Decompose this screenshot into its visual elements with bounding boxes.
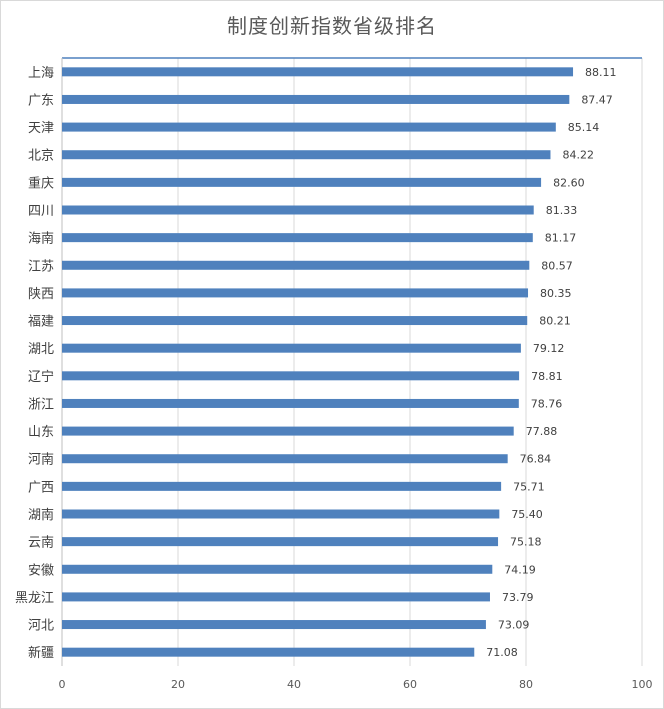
category-label: 上海 — [28, 66, 54, 81]
chart-title: 制度创新指数省级排名 — [227, 14, 437, 38]
bar — [62, 150, 551, 160]
category-label: 福建 — [28, 315, 54, 330]
bar — [62, 122, 556, 132]
value-label: 78.81 — [531, 370, 563, 383]
category-label: 辽宁 — [28, 369, 54, 385]
value-label: 73.09 — [498, 619, 530, 632]
category-label: 湖北 — [28, 342, 54, 357]
category-label: 重庆 — [28, 175, 54, 191]
value-label: 75.71 — [513, 480, 545, 493]
bar — [62, 537, 499, 547]
bar — [62, 592, 490, 602]
category-label: 四川 — [28, 204, 54, 219]
category-label: 北京 — [28, 149, 54, 164]
bar — [62, 177, 542, 187]
value-label: 80.21 — [539, 315, 571, 328]
category-label: 安徽 — [28, 563, 54, 578]
category-label: 广西 — [28, 480, 54, 495]
value-label: 77.88 — [526, 425, 558, 438]
x-tick-label: 100 — [632, 678, 653, 691]
bar — [62, 426, 514, 436]
value-label: 71.08 — [486, 646, 518, 659]
bar — [62, 564, 493, 574]
x-tick-label: 80 — [519, 678, 533, 691]
category-label: 广东 — [28, 93, 54, 108]
bar — [62, 67, 574, 77]
x-tick-label: 0 — [59, 678, 66, 691]
bar — [62, 260, 530, 270]
bar — [62, 233, 533, 243]
bar — [62, 509, 500, 519]
category-label: 河南 — [28, 452, 54, 468]
value-label: 80.57 — [541, 259, 573, 272]
category-label: 湖南 — [28, 507, 54, 523]
bar — [62, 454, 508, 464]
value-label: 79.12 — [533, 342, 565, 355]
category-label: 陕西 — [28, 287, 54, 302]
bar — [62, 94, 570, 104]
value-label: 81.33 — [546, 204, 578, 217]
value-label: 76.84 — [520, 453, 552, 466]
value-label: 81.17 — [545, 232, 577, 245]
category-label: 黑龙江 — [15, 591, 54, 606]
bar — [62, 647, 475, 657]
value-label: 82.60 — [553, 176, 585, 189]
bar — [62, 343, 521, 353]
x-tick-label: 60 — [403, 678, 417, 691]
category-label: 浙江 — [28, 397, 54, 412]
value-label: 85.14 — [568, 121, 600, 134]
bar — [62, 398, 519, 408]
category-label: 河北 — [28, 619, 54, 634]
value-label: 84.22 — [562, 149, 594, 162]
value-label: 74.19 — [504, 563, 536, 576]
category-label: 新疆 — [28, 645, 54, 661]
value-label: 73.79 — [502, 591, 534, 604]
value-label: 75.40 — [511, 508, 543, 521]
bar — [62, 205, 534, 215]
value-label: 78.76 — [531, 397, 563, 410]
bar — [62, 620, 486, 630]
value-label: 75.18 — [510, 536, 542, 549]
bar — [62, 371, 520, 381]
x-tick-label: 40 — [287, 678, 301, 691]
bar — [62, 288, 529, 298]
value-label: 87.47 — [581, 93, 613, 106]
category-label: 海南 — [28, 231, 54, 247]
category-label: 天津 — [28, 121, 54, 136]
category-label: 山东 — [28, 425, 54, 440]
category-label: 江苏 — [28, 258, 54, 274]
x-tick-label: 20 — [171, 678, 185, 691]
value-label: 80.35 — [540, 287, 572, 300]
bar — [62, 316, 528, 326]
value-label: 88.11 — [585, 66, 617, 79]
bar — [62, 481, 502, 491]
category-label: 云南 — [28, 535, 54, 551]
